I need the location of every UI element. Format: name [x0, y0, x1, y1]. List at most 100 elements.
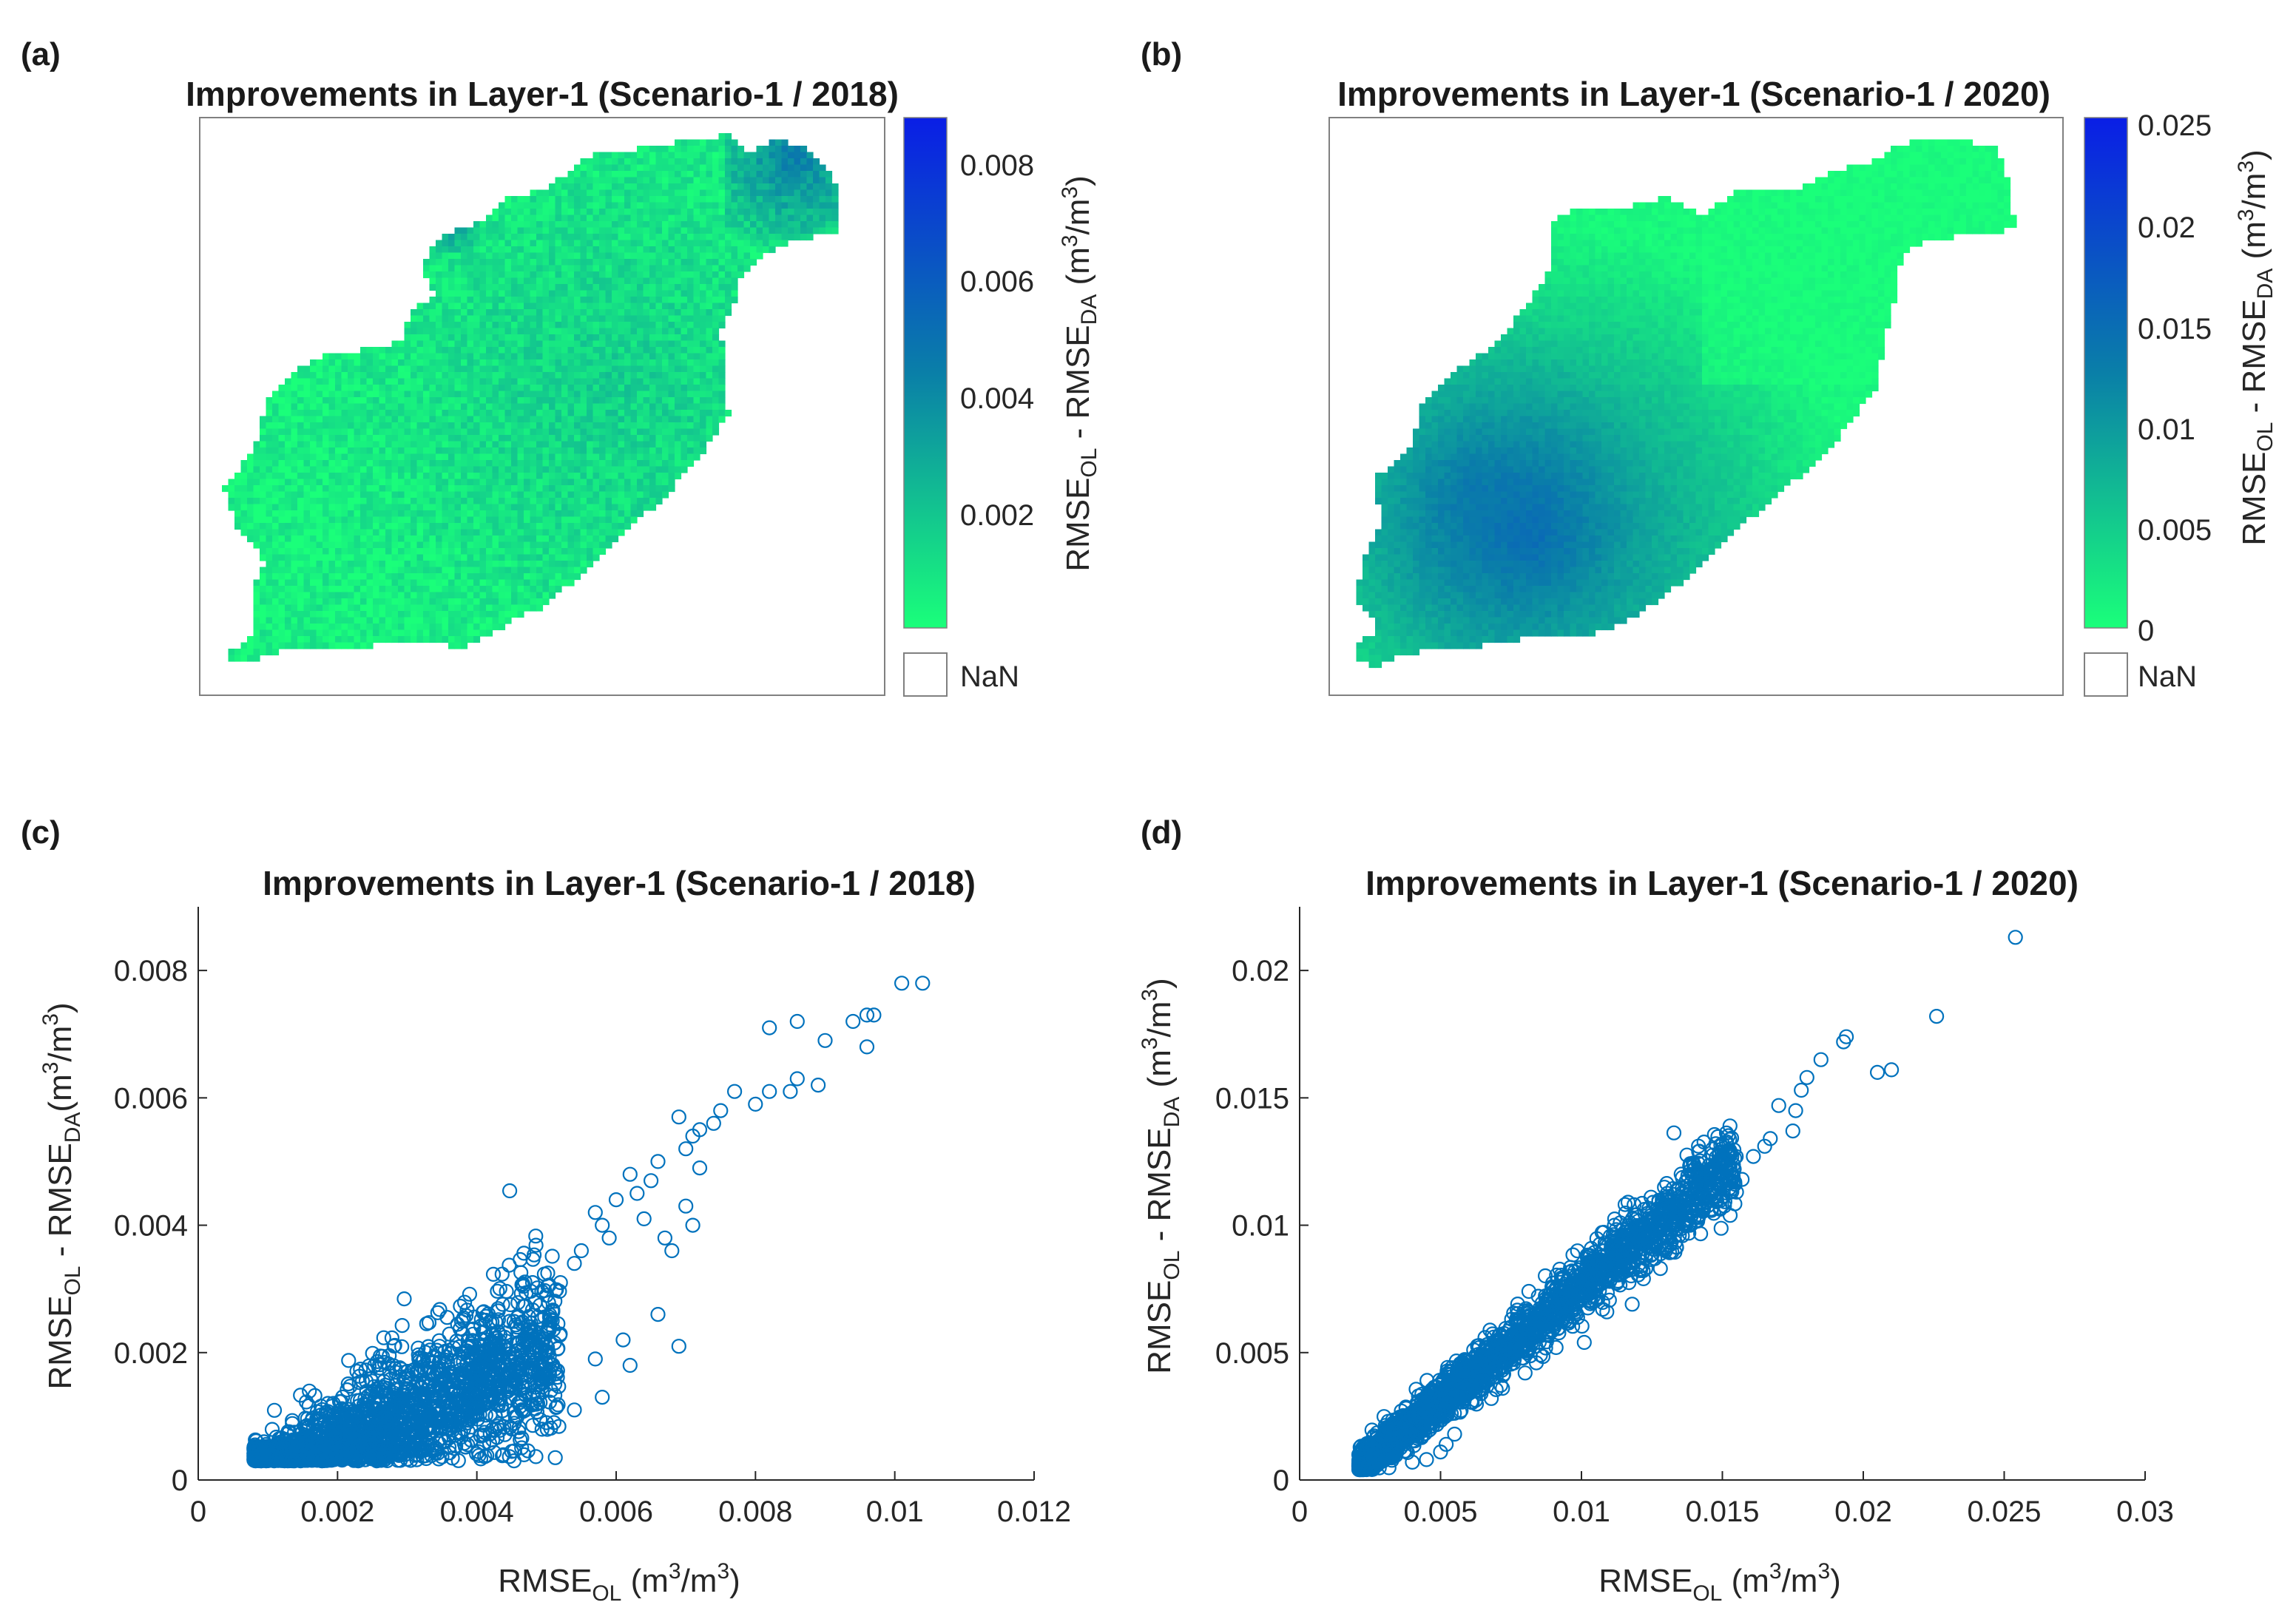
map-cell — [379, 579, 386, 587]
map-cell — [687, 209, 695, 216]
map-cell — [605, 378, 612, 385]
map-cell — [687, 277, 695, 285]
map-cell — [781, 139, 789, 146]
map-cell — [580, 259, 587, 266]
map-cell — [618, 359, 625, 367]
map-cell — [587, 158, 594, 166]
map-cell — [335, 624, 342, 631]
map-cell — [316, 523, 323, 530]
map-cell — [234, 485, 242, 493]
map-cell — [542, 516, 550, 524]
map-cell — [1828, 183, 1835, 191]
map-cell — [285, 466, 292, 473]
map-cell — [379, 611, 386, 618]
map-cell — [712, 385, 720, 392]
map-cell — [630, 453, 638, 461]
map-cell — [555, 428, 562, 436]
map-cell — [310, 479, 317, 486]
map-cell — [385, 629, 393, 637]
map-cell — [517, 309, 524, 317]
map-cell — [750, 252, 757, 260]
map-cell — [398, 372, 405, 379]
panel-label-b: (b) — [1141, 36, 1182, 72]
map-cell — [303, 516, 311, 524]
map-cell — [1903, 158, 1911, 166]
map-cell — [1658, 214, 1665, 222]
map-cell — [700, 372, 707, 379]
map-cell — [429, 554, 436, 561]
map-cell — [524, 240, 531, 247]
map-cell — [486, 284, 493, 291]
map-cell — [517, 435, 524, 442]
map-cell — [567, 554, 575, 561]
map-cell — [328, 510, 336, 518]
map-cell — [442, 422, 449, 430]
map-cell — [240, 649, 248, 656]
map-cell — [599, 516, 607, 524]
map-cell — [1765, 189, 1772, 197]
map-cell — [429, 334, 436, 342]
map-cell — [1853, 171, 1860, 178]
map-cell — [605, 428, 612, 436]
map-cell — [404, 447, 411, 455]
map-cell — [310, 473, 317, 480]
map-cell — [536, 561, 544, 568]
map-cell — [1645, 209, 1652, 216]
map-cell — [630, 252, 638, 260]
map-cell — [750, 158, 757, 166]
map-cell — [429, 309, 436, 317]
map-cell — [587, 189, 594, 197]
map-cell — [461, 504, 468, 511]
map-cell — [461, 378, 468, 385]
map-cell — [592, 523, 600, 530]
map-cell — [587, 252, 594, 260]
map-cell — [612, 297, 619, 304]
map-cell — [788, 227, 795, 234]
map-cell — [436, 252, 443, 260]
map-cell — [662, 435, 669, 442]
map-cell — [731, 265, 738, 272]
map-cell — [454, 252, 462, 260]
map-cell — [253, 655, 260, 662]
map-cell — [580, 498, 587, 505]
map-cell — [291, 441, 298, 448]
map-cell — [561, 416, 569, 423]
map-cell — [354, 466, 361, 473]
map-cell — [561, 391, 569, 398]
map-cell — [524, 385, 531, 392]
map-cell — [391, 353, 399, 360]
map-cell — [693, 297, 700, 304]
map-cell — [479, 391, 487, 398]
map-cell — [530, 535, 537, 543]
map-cell — [649, 391, 657, 398]
map-cell — [536, 297, 544, 304]
map-cell — [467, 284, 474, 291]
map-cell — [479, 227, 487, 234]
map-cell — [1878, 196, 1885, 203]
map-cell — [391, 416, 399, 423]
map-cell — [278, 567, 286, 574]
map-cell — [511, 378, 519, 385]
map-cell — [599, 353, 607, 360]
map-cell — [1991, 164, 1999, 172]
map-cell — [360, 473, 368, 480]
map-cell — [630, 158, 638, 166]
map-cell — [323, 435, 330, 442]
map-cell — [643, 359, 650, 367]
map-cell — [486, 604, 493, 612]
map-cell — [712, 277, 720, 285]
map-cell — [323, 504, 330, 511]
map-cell — [567, 422, 575, 430]
map-cell — [454, 416, 462, 423]
map-cell — [492, 290, 499, 297]
map-cell — [618, 523, 625, 530]
map-cell — [763, 158, 770, 166]
map-cell — [592, 403, 600, 410]
map-cell — [524, 453, 531, 461]
map-cell — [706, 246, 713, 254]
map-cell — [511, 290, 519, 297]
map-cell — [285, 435, 292, 442]
map-cell — [454, 227, 462, 234]
map-cell — [542, 334, 550, 342]
